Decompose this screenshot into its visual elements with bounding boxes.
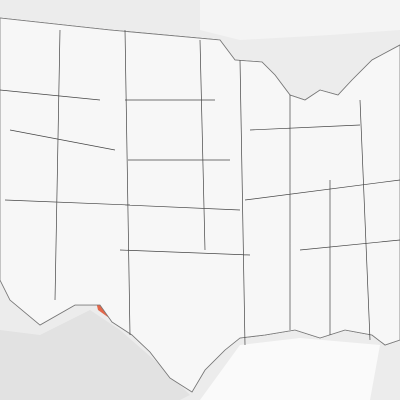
canada xyxy=(200,0,400,40)
mexico xyxy=(0,310,190,400)
state-borders xyxy=(0,29,400,346)
gulf xyxy=(200,338,380,400)
